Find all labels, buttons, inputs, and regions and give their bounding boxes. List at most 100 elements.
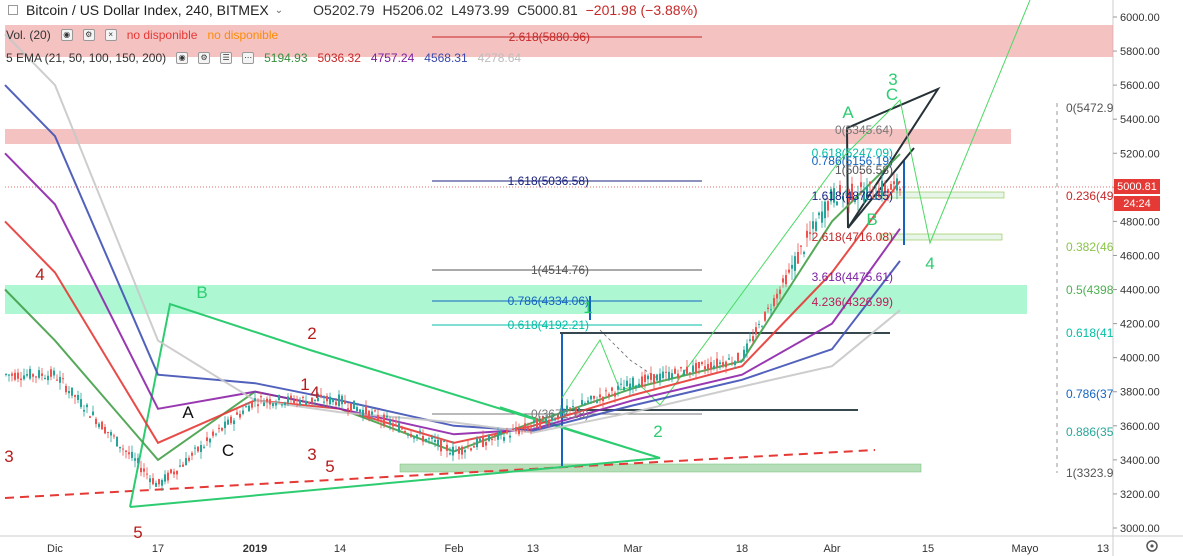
low-value: L4973.99: [450, 2, 510, 18]
candle-body: [290, 395, 292, 399]
candle-body: [764, 311, 766, 321]
candle-body: [101, 421, 103, 430]
time-tick-label: Mar: [624, 543, 643, 555]
candle-body: [395, 421, 397, 423]
fib-right-label: 0.618(5247.09): [812, 146, 893, 160]
candle-body: [191, 452, 193, 456]
candle-body: [839, 185, 841, 195]
candle-body: [110, 432, 112, 436]
candle-body: [89, 416, 91, 418]
volume-row: Vol. (20) ◉ ⚙ × no disponible no disponi…: [6, 28, 278, 42]
candle-body: [821, 211, 823, 223]
candle-body: [530, 426, 532, 428]
candle-body: [257, 404, 259, 407]
fib-left-label: 2.618(5880.96): [509, 30, 590, 44]
candle-body: [752, 336, 754, 342]
candle-body: [479, 438, 481, 442]
gear-icon[interactable]: ⚙: [198, 52, 211, 64]
time-tick-label: 2019: [243, 543, 267, 555]
candle-body: [86, 404, 88, 408]
candle-body: [446, 444, 448, 451]
candle-body: [380, 419, 382, 422]
candle-body: [662, 371, 664, 378]
gear-icon[interactable]: ⚙: [82, 29, 95, 41]
candle-body: [494, 434, 496, 436]
candle-body: [725, 361, 727, 368]
candle-body: [368, 410, 370, 420]
fib-labels-far: 0(5472.9 0.236(49 0.382(46 0.5(4398 0.618(41…: [1066, 101, 1114, 480]
candle-body: [284, 402, 286, 405]
candle-body: [272, 403, 274, 407]
more-icon[interactable]: ⋯: [242, 52, 255, 64]
fib-far-label: 0.382(46: [1066, 240, 1114, 254]
eye-icon[interactable]: ◉: [60, 29, 73, 41]
candle-body: [365, 406, 367, 415]
candle-body: [245, 406, 247, 408]
time-tick-label: 14: [334, 543, 346, 555]
wave-label-green: 1: [583, 298, 592, 317]
candle-body: [173, 471, 175, 475]
candle-body: [5, 373, 7, 375]
candle-body: [443, 441, 445, 443]
candle-body: [353, 400, 355, 409]
candle-body: [206, 437, 208, 441]
price-tick-label: 5400.00: [1120, 114, 1160, 126]
time-tick-label: 13: [1097, 543, 1109, 555]
candle-body: [575, 407, 577, 411]
symbol-square-icon[interactable]: [8, 5, 18, 15]
price-axis[interactable]: 6000.00 5800.00 5600.00 5400.00 5200.00 5000.…: [1113, 12, 1160, 535]
candle-body: [470, 448, 472, 451]
candle-body: [251, 401, 253, 408]
candle-body: [32, 374, 34, 377]
settings-icon[interactable]: ☰: [220, 52, 233, 64]
fib-right-label: 2.618(4716.08): [812, 230, 893, 244]
candle-body: [461, 446, 463, 455]
candle-body: [389, 420, 391, 425]
candle-body: [770, 309, 772, 311]
ema-value-200: 4278.64: [477, 51, 522, 65]
candle-body: [359, 409, 361, 413]
candle-body: [20, 378, 22, 381]
ema-value-150: 4568.31: [424, 51, 468, 65]
candle-body: [215, 433, 217, 435]
candle-body: [629, 383, 631, 391]
candle-body: [581, 400, 583, 405]
ema-label[interactable]: 5 EMA (21, 50, 100, 150, 200): [6, 51, 167, 65]
candle-body: [398, 423, 400, 433]
time-axis[interactable]: Dic 17 2019 14 Feb 13 Mar 18 Abr 15 Mayo 13: [47, 543, 1109, 555]
candle-body: [47, 375, 49, 381]
candle-body: [863, 192, 865, 202]
candle-body: [626, 380, 628, 387]
candle-body: [731, 362, 733, 364]
wave-label-red: 1: [300, 375, 309, 394]
candle-body: [677, 373, 679, 379]
chevron-down-icon[interactable]: ⌄: [274, 4, 284, 16]
price-tick-label: 3800.00: [1120, 387, 1160, 399]
wave-label-red: 2: [307, 324, 316, 343]
close-icon[interactable]: ×: [104, 29, 117, 41]
candle-body: [410, 433, 412, 437]
candle-body: [866, 185, 868, 201]
candle-body: [326, 395, 328, 402]
candle-body: [476, 438, 478, 448]
candle-body: [665, 371, 667, 373]
candle-body: [707, 364, 709, 369]
candle-body: [848, 189, 850, 203]
candle-body: [212, 431, 214, 436]
fib-far-label: 0.236(49: [1066, 189, 1114, 203]
volume-label[interactable]: Vol. (20): [6, 28, 51, 42]
eye-icon[interactable]: ◉: [176, 52, 189, 64]
candle-body: [425, 439, 427, 442]
candle-body: [383, 414, 385, 426]
settings-gear-icon[interactable]: [1146, 540, 1158, 552]
candle-body: [449, 452, 451, 455]
candle-body: [593, 395, 595, 399]
countdown-label: 24:24: [1123, 198, 1151, 210]
symbol-title[interactable]: Bitcoin / US Dollar Index, 240, BITMEX: [26, 2, 269, 18]
candle-body: [824, 201, 826, 219]
candle-body: [890, 184, 892, 190]
candle-body: [152, 478, 154, 485]
candle-body: [437, 439, 439, 446]
wedge-pattern: [845, 86, 941, 229]
